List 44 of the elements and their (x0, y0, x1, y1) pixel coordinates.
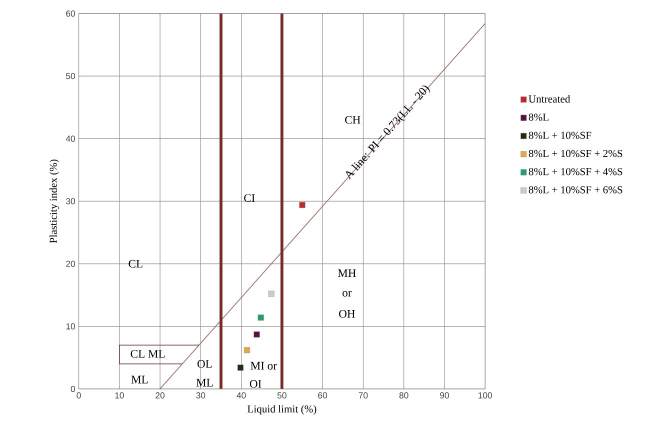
x-axis-title: Liquid limit (%) (248, 404, 316, 415)
x-tick-label: 40 (236, 392, 246, 398)
point (237, 364, 244, 371)
point (258, 314, 264, 321)
annotation: CL ML (130, 350, 165, 358)
annotation: MH (338, 269, 356, 277)
x-tick-label: 20 (156, 392, 165, 398)
point (299, 202, 306, 208)
point (244, 346, 250, 354)
annotation: CI (244, 194, 255, 202)
y-tick-label: 40 (66, 135, 76, 142)
annotation: OI (250, 380, 262, 388)
annotation: or (342, 290, 352, 296)
x-tick-label: 0 (76, 392, 81, 398)
y-axis-title: Plasticity index (%) (49, 159, 60, 243)
annotation: ML (196, 378, 213, 386)
y-tick-label: 0 (70, 386, 76, 392)
x-tick-label: 50 (277, 392, 286, 398)
x-tick-label: 30 (196, 392, 206, 398)
x-tick-label: 10 (115, 392, 124, 398)
point (268, 290, 274, 297)
y-tick-label: 10 (66, 323, 76, 330)
annotation: CH (345, 116, 360, 124)
point (254, 331, 260, 338)
y-tick-label: 50 (66, 72, 76, 80)
legend-label: 8%L + 10%SF + 6%S (528, 186, 622, 194)
legend-label: 8%L + 10%SF + 2%S (528, 150, 622, 157)
annotation: OH (339, 310, 355, 318)
annotation: OL (198, 360, 212, 368)
x-tick-label: 80 (399, 392, 408, 398)
x-tick-label: 70 (358, 392, 368, 398)
x-tick-label: 60 (318, 392, 328, 398)
legend-label: 8%L (528, 114, 548, 121)
y-tick-label: 60 (66, 10, 76, 17)
y-tick-label: 30 (66, 198, 76, 204)
annotation: ML (131, 376, 148, 384)
y-tick-label: 20 (66, 260, 76, 267)
legend-label: 8%L + 10%SF (528, 132, 592, 139)
x-tick-label: 90 (440, 392, 449, 398)
annotation: CL (128, 260, 142, 268)
legend-label: Untreated (528, 95, 570, 102)
legend-label: 8%L + 10%SF + 4%S (528, 168, 622, 176)
annotation: MI or (250, 362, 277, 370)
x-tick-label: 100 (478, 392, 492, 398)
